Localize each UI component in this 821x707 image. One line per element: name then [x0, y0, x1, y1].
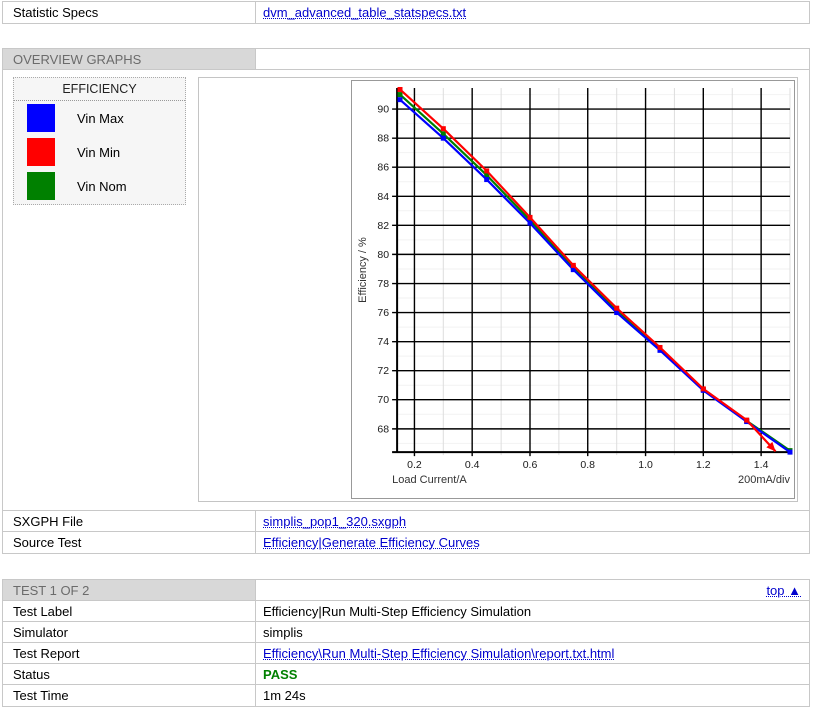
- vin-max-label: Vin Max: [77, 110, 124, 126]
- test-time-value: 1m 24s: [263, 688, 306, 703]
- svg-text:0.4: 0.4: [465, 460, 480, 471]
- svg-text:68: 68: [377, 424, 389, 435]
- svg-text:1.0: 1.0: [638, 460, 653, 471]
- spec-table: Statistic Specs dvm_advanced_table_stats…: [2, 1, 810, 24]
- legend-title: EFFICIENCY: [14, 78, 185, 101]
- test-section-header: TEST 1 OF 2 top ▲: [3, 580, 809, 601]
- svg-text:70: 70: [377, 395, 389, 406]
- efficiency-graph-image[interactable]: 68 70 72 74 76 78 80 82 84 86 88 90 0.2 0.4 0.6 0.8 1.0 1…: [351, 80, 795, 499]
- sxgph-file-label: SXGPH File: [3, 511, 256, 531]
- simulator-row: Simulator simplis: [3, 622, 809, 643]
- chart-line-vin-nom: [399, 93, 791, 452]
- statistic-specs-label: Statistic Specs: [3, 2, 256, 23]
- svg-text:74: 74: [377, 337, 389, 348]
- test-report-link[interactable]: Efficiency\Run Multi-Step Efficiency Sim…: [263, 645, 615, 661]
- chart-arrow-marker: [766, 441, 776, 452]
- legend-item-vin-min: Vin Min: [14, 135, 185, 169]
- simulator-value: simplis: [263, 624, 303, 640]
- legend-item-vin-max: Vin Max: [14, 101, 185, 135]
- vin-min-label: Vin Min: [77, 144, 121, 160]
- chart-line-vin-min: [399, 88, 777, 453]
- svg-text:88: 88: [377, 134, 389, 145]
- svg-text:1.4: 1.4: [754, 460, 769, 471]
- svg-text:80: 80: [377, 250, 389, 261]
- test-report-row: Test Report Efficiency\Run Multi-Step Ef…: [3, 643, 809, 664]
- test-label-label: Test Label: [3, 601, 256, 621]
- overview-graphs-header: OVERVIEW GRAPHS: [3, 49, 809, 70]
- overview-graphs-table: OVERVIEW GRAPHS EFFICIENCY Vin Max Vin M…: [2, 48, 810, 554]
- legend-item-vin-nom: Vin Nom: [14, 169, 185, 203]
- test-label-value: Efficiency|Run Multi-Step Efficiency Sim…: [263, 603, 532, 619]
- top-link[interactable]: top ▲: [766, 582, 801, 598]
- test-report-label: Test Report: [3, 643, 256, 663]
- y-axis-label: Efficiency / %: [357, 237, 369, 303]
- sxgph-file-row: SXGPH File simplis_pop1_320.sxgph: [3, 511, 809, 532]
- x-axis-label: Load Current/A: [392, 474, 467, 486]
- svg-text:76: 76: [377, 308, 389, 319]
- x-scale-note: 200mA/div: [738, 474, 791, 486]
- source-test-label: Source Test: [3, 532, 256, 553]
- test-time-label: Test Time: [3, 685, 256, 706]
- test-time-row: Test Time 1m 24s: [3, 685, 809, 706]
- statistic-specs-row: Statistic Specs dvm_advanced_table_stats…: [3, 2, 809, 23]
- svg-text:0.8: 0.8: [580, 460, 595, 471]
- status-row: Status PASS: [3, 664, 809, 685]
- overview-graph-row: EFFICIENCY Vin Max Vin Min Vin Nom 68 70 7…: [3, 70, 809, 511]
- test-section-title: TEST 1 OF 2: [3, 580, 256, 600]
- source-test-link[interactable]: Efficiency|Generate Efficiency Curves: [263, 535, 480, 550]
- sxgph-file-link[interactable]: simplis_pop1_320.sxgph: [263, 513, 407, 529]
- svg-text:72: 72: [377, 366, 389, 377]
- source-test-row: Source Test Efficiency|Generate Efficien…: [3, 532, 809, 553]
- simulator-label: Simulator: [3, 622, 256, 642]
- status-label: Status: [3, 664, 256, 684]
- svg-text:1.2: 1.2: [696, 460, 711, 471]
- svg-text:84: 84: [377, 192, 389, 203]
- vin-max-swatch: [27, 104, 55, 132]
- statspecs-file-link[interactable]: dvm_advanced_table_statspecs.txt: [263, 5, 467, 20]
- svg-text:86: 86: [377, 163, 389, 174]
- vin-min-swatch: [27, 138, 55, 166]
- svg-text:90: 90: [377, 105, 389, 116]
- test-table: TEST 1 OF 2 top ▲ Test Label Efficiency|…: [2, 579, 810, 707]
- efficiency-legend: EFFICIENCY Vin Max Vin Min Vin Nom: [13, 77, 186, 205]
- svg-text:78: 78: [377, 279, 389, 290]
- chart-line-vin-max: [399, 98, 791, 454]
- chart-container: 68 70 72 74 76 78 80 82 84 86 88 90 0.2 0.4 0.6 0.8 1.0 1…: [198, 77, 798, 502]
- overview-graphs-title: OVERVIEW GRAPHS: [3, 49, 256, 69]
- test-label-row: Test Label Efficiency|Run Multi-Step Eff…: [3, 601, 809, 622]
- svg-text:82: 82: [377, 221, 389, 232]
- efficiency-chart-svg: 68 70 72 74 76 78 80 82 84 86 88 90 0.2 0.4 0.6 0.8 1.0 1…: [357, 86, 793, 486]
- vin-nom-swatch: [27, 172, 55, 200]
- vin-nom-label: Vin Nom: [77, 178, 127, 194]
- svg-text:0.6: 0.6: [523, 460, 538, 471]
- svg-text:0.2: 0.2: [407, 460, 422, 471]
- status-pass-badge: PASS: [263, 666, 298, 682]
